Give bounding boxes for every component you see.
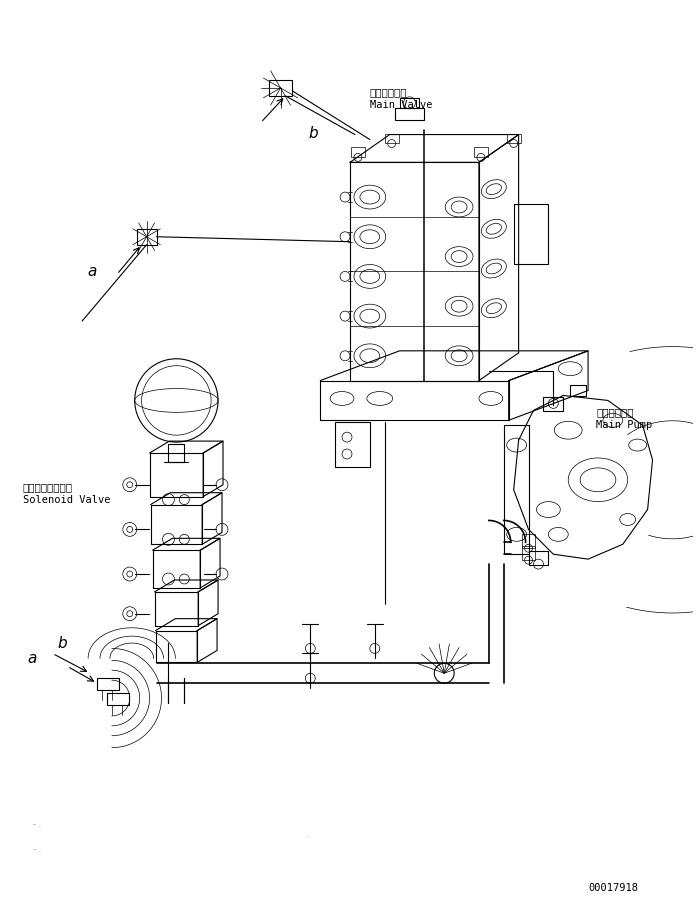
Bar — [395, 108, 425, 120]
Bar — [514, 204, 548, 263]
Bar — [528, 551, 548, 565]
Text: メインバルブ: メインバルブ — [370, 87, 407, 97]
Bar — [521, 534, 535, 548]
Text: Main Valve: Main Valve — [370, 100, 432, 110]
Bar — [351, 147, 365, 157]
Text: - .: - . — [33, 844, 41, 854]
Bar — [544, 398, 563, 411]
Text: - .: - . — [33, 820, 41, 829]
Text: 00017918: 00017918 — [588, 883, 638, 893]
Text: b: b — [308, 125, 318, 141]
Bar — [570, 385, 586, 397]
Bar — [269, 80, 292, 96]
Text: a: a — [87, 264, 97, 280]
Bar — [521, 547, 535, 560]
Bar — [136, 229, 157, 244]
Text: .: . — [306, 830, 308, 839]
Bar — [107, 693, 129, 705]
Text: メインポンプ: メインポンプ — [596, 408, 633, 418]
Text: Solenoid Valve: Solenoid Valve — [22, 495, 110, 505]
Bar — [507, 133, 521, 143]
Text: b: b — [57, 637, 67, 651]
Bar — [168, 444, 184, 462]
Bar — [97, 678, 119, 690]
Bar — [400, 98, 420, 108]
Text: ソレノイドバルブ: ソレノイドバルブ — [22, 482, 72, 492]
Bar — [335, 422, 370, 467]
Bar — [385, 133, 399, 143]
Bar — [474, 147, 488, 157]
Text: Main Pump: Main Pump — [596, 420, 652, 430]
Text: a: a — [28, 651, 37, 666]
